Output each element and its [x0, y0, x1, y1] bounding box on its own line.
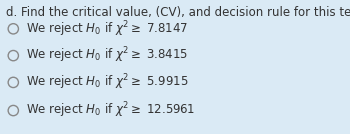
- Point: [10, 28, 16, 30]
- Text: We reject $H_0$ if $\chi^2 \geq$ 7.8147: We reject $H_0$ if $\chi^2 \geq$ 7.8147: [26, 19, 189, 39]
- Point: [10, 55, 16, 57]
- Point: [10, 81, 16, 83]
- Text: We reject $H_0$ if $\chi^2 \geq$ 5.9915: We reject $H_0$ if $\chi^2 \geq$ 5.9915: [26, 73, 189, 92]
- Text: We reject $H_0$ if $\chi^2 \geq$ 12.5961: We reject $H_0$ if $\chi^2 \geq$ 12.5961: [26, 101, 196, 120]
- Text: d. Find the critical value, (CV), and decision rule for this test.: d. Find the critical value, (CV), and de…: [6, 6, 350, 19]
- Point: [10, 109, 16, 112]
- Text: We reject $H_0$ if $\chi^2 \geq$ 3.8415: We reject $H_0$ if $\chi^2 \geq$ 3.8415: [26, 46, 188, 65]
